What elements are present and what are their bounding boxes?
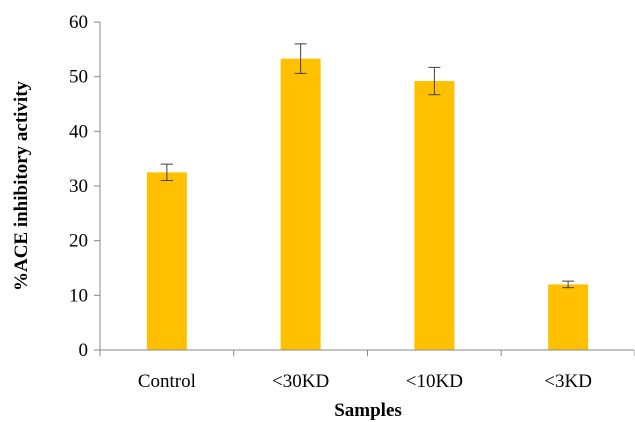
- y-tick-label: 30: [69, 176, 88, 197]
- bar: [280, 58, 321, 350]
- bar: [414, 81, 455, 350]
- x-tick-label: Control: [138, 371, 196, 392]
- error-bars: [160, 43, 575, 289]
- y-tick-label: 50: [69, 67, 88, 88]
- y-tick-label: 0: [79, 340, 89, 361]
- bar: [146, 172, 187, 350]
- x-axis-ticks: Control <30KD <10KD <3KD: [138, 371, 592, 392]
- y-axis-label: %ACE inhibitory activity: [11, 80, 32, 291]
- x-axis-label: Samples: [334, 400, 402, 421]
- y-tick-label: 20: [69, 231, 88, 252]
- y-tick-label: 10: [69, 285, 88, 306]
- y-tick-label: 40: [69, 121, 88, 142]
- x-tick-label: <3KD: [544, 371, 592, 392]
- bar: [548, 284, 589, 350]
- axes: [99, 22, 635, 356]
- y-axis-ticks: 0 10 20 30 40 50 60: [69, 12, 100, 361]
- x-tick-label: <30KD: [272, 371, 329, 392]
- y-tick-label: 60: [69, 12, 88, 33]
- bars: [146, 58, 589, 350]
- x-tick-label: <10KD: [406, 371, 463, 392]
